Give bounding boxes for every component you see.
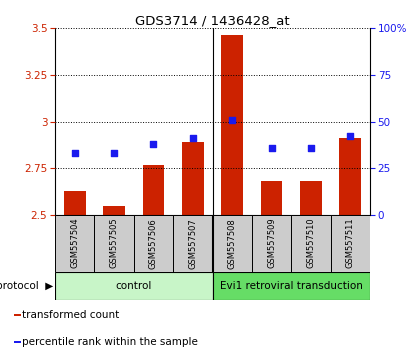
Bar: [55, 272, 212, 300]
Text: control: control: [115, 281, 152, 291]
Text: percentile rank within the sample: percentile rank within the sample: [22, 337, 198, 347]
Text: GSM557510: GSM557510: [306, 218, 315, 268]
Text: Evi1 retroviral transduction: Evi1 retroviral transduction: [220, 281, 363, 291]
Text: GSM557509: GSM557509: [267, 218, 276, 268]
Point: [111, 150, 117, 156]
Text: GSM557511: GSM557511: [346, 218, 355, 268]
Bar: [134, 215, 173, 272]
Point: [229, 117, 235, 122]
Bar: [14, 314, 21, 316]
Bar: [173, 215, 212, 272]
Bar: [300, 181, 322, 215]
Text: protocol  ▶: protocol ▶: [0, 281, 53, 291]
Point: [268, 145, 275, 150]
Bar: [103, 206, 125, 215]
Bar: [212, 215, 252, 272]
Text: GSM557505: GSM557505: [110, 218, 119, 268]
Bar: [221, 35, 243, 215]
Bar: [291, 215, 331, 272]
Text: GSM557506: GSM557506: [149, 218, 158, 269]
Bar: [252, 215, 291, 272]
Bar: [55, 215, 94, 272]
Bar: [339, 138, 361, 215]
Bar: [331, 215, 370, 272]
Text: GSM557508: GSM557508: [228, 218, 237, 269]
Bar: [94, 215, 134, 272]
Point: [347, 133, 354, 139]
Point: [308, 145, 314, 150]
Bar: [14, 341, 21, 343]
Bar: [261, 181, 282, 215]
Point: [190, 136, 196, 141]
Point: [71, 150, 78, 156]
Text: GSM557504: GSM557504: [70, 218, 79, 268]
Title: GDS3714 / 1436428_at: GDS3714 / 1436428_at: [135, 14, 290, 27]
Text: transformed count: transformed count: [22, 310, 120, 320]
Bar: [212, 272, 370, 300]
Bar: [64, 191, 85, 215]
Bar: [143, 165, 164, 215]
Bar: [182, 142, 204, 215]
Text: GSM557507: GSM557507: [188, 218, 197, 269]
Point: [150, 141, 157, 147]
